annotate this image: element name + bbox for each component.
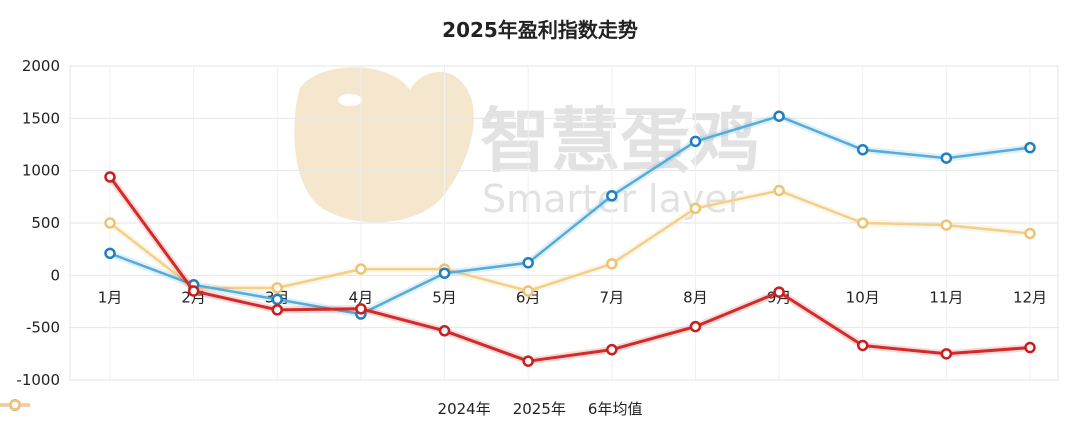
y-tick-label: -1000 <box>16 371 60 389</box>
data-point <box>773 184 785 197</box>
plot-border <box>69 65 1059 381</box>
x-tick-label: 8月 <box>683 288 708 306</box>
data-point <box>522 257 534 269</box>
x-tick-label: 1月 <box>98 288 123 306</box>
data-point <box>856 143 869 156</box>
y-axis: -1000 -500 0 500 1000 1500 2000 <box>16 57 60 389</box>
legend: 2024年 2025年 6年均值 <box>0 398 1080 419</box>
data-point <box>940 152 953 164</box>
data-point <box>773 286 785 298</box>
data-point <box>1024 227 1036 240</box>
data-point <box>355 263 367 275</box>
data-point <box>187 285 200 297</box>
data-point <box>522 355 534 367</box>
chick-logo-icon <box>294 67 474 223</box>
data-point <box>940 348 953 360</box>
x-tick-label: 10月 <box>846 288 880 306</box>
x-tick-label: 7月 <box>600 288 625 306</box>
x-tick-label: 12月 <box>1013 288 1047 306</box>
chart-title: 2025年盈利指数走势 <box>442 18 638 42</box>
data-point <box>438 325 451 337</box>
data-point <box>856 339 869 352</box>
data-point <box>1024 341 1036 354</box>
data-point <box>689 320 702 333</box>
watermark-text-cn: 智慧蛋鸡 <box>480 100 760 182</box>
series-line <box>109 114 1031 316</box>
x-tick-label: 4月 <box>349 288 374 306</box>
x-axis: 1月2月3月4月5月6月7月8月9月10月11月12月 <box>98 288 1047 306</box>
line-chart: 智慧蛋鸡 Smarter layer -1000 -500 0 500 1000 1500… <box>16 57 1059 389</box>
data-point <box>355 303 367 315</box>
y-tick-label: 2000 <box>22 57 60 75</box>
data-point <box>856 217 869 229</box>
data-point <box>773 110 785 122</box>
y-tick-label: -500 <box>26 319 60 337</box>
data-point <box>1024 141 1036 154</box>
x-tick-label: 6月 <box>516 288 541 306</box>
data-point <box>438 267 451 279</box>
series-line <box>108 176 1031 363</box>
x-tick-label: 5月 <box>432 288 457 306</box>
y-tick-label: 500 <box>31 214 60 232</box>
data-point <box>271 293 284 306</box>
data-point <box>606 258 618 270</box>
legend-swatch-marker <box>9 399 21 411</box>
series-line <box>109 189 1031 293</box>
y-tick-label: 1000 <box>22 162 60 180</box>
y-tick-label: 0 <box>50 266 60 284</box>
x-tick-label: 11月 <box>929 288 963 306</box>
series-group <box>104 110 1036 367</box>
data-point <box>689 202 702 215</box>
data-point <box>104 171 116 183</box>
data-point <box>689 135 702 148</box>
legend-item[interactable]: 6年均值 <box>0 398 643 419</box>
data-point <box>104 247 116 260</box>
legend-label: 2024年 <box>437 400 491 418</box>
legend-swatch <box>0 399 30 411</box>
watermark: 智慧蛋鸡 Smarter layer <box>294 67 760 223</box>
data-point <box>104 217 116 229</box>
data-point <box>271 282 284 294</box>
legend-item[interactable]: 2025年 <box>0 398 566 419</box>
data-point <box>271 304 284 316</box>
data-point <box>606 190 618 202</box>
data-point <box>522 285 534 297</box>
y-tick-label: 1500 <box>22 109 60 127</box>
data-point <box>940 219 953 231</box>
legend-label: 2025年 <box>512 400 566 418</box>
legend-label: 6年均值 <box>587 400 643 418</box>
data-point <box>606 343 618 356</box>
legend-item[interactable]: 2024年 <box>0 398 491 419</box>
